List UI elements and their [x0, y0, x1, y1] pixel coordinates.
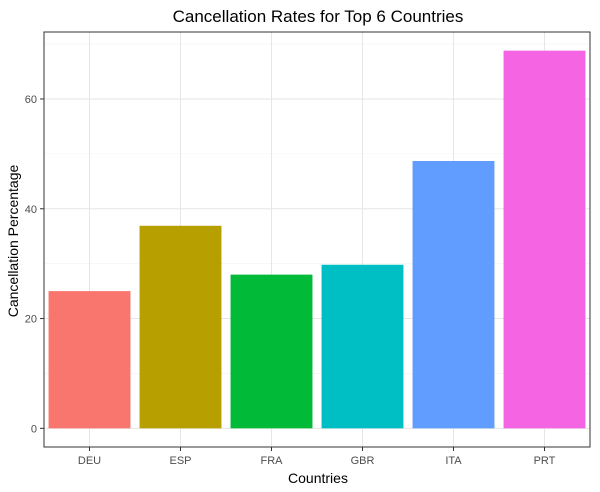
plot-panel — [43, 31, 591, 448]
y-tick-label: 20 — [25, 314, 37, 326]
x-axis-title: Countries — [288, 470, 348, 486]
x-tick-label-deu: DEU — [78, 455, 101, 467]
y-tick-label: 0 — [31, 423, 37, 435]
bar-fra — [230, 274, 313, 429]
bars — [48, 50, 586, 429]
x-tick-label-gbr: GBR — [351, 455, 375, 467]
y-tick-label: 60 — [25, 94, 37, 106]
chart-title: Cancellation Rates for Top 6 Countries — [173, 7, 464, 26]
bar-deu — [48, 291, 131, 429]
x-tick-label-fra: FRA — [261, 455, 284, 467]
bar-prt — [503, 50, 586, 429]
x-tick-label-ita: ITA — [445, 455, 462, 467]
y-axis: 0 20 40 60 — [25, 94, 44, 435]
bar-esp — [139, 225, 222, 429]
x-tick-label-prt: PRT — [534, 455, 556, 467]
bar-ita — [412, 161, 495, 429]
x-tick-label-esp: ESP — [169, 455, 191, 467]
y-axis-title: Cancellation Percentage — [5, 165, 21, 318]
panel-border — [43, 31, 591, 448]
bar-gbr — [321, 264, 404, 429]
x-axis: DEU ESP FRA GBR ITA PRT — [78, 447, 556, 467]
y-tick-label: 40 — [25, 204, 37, 216]
